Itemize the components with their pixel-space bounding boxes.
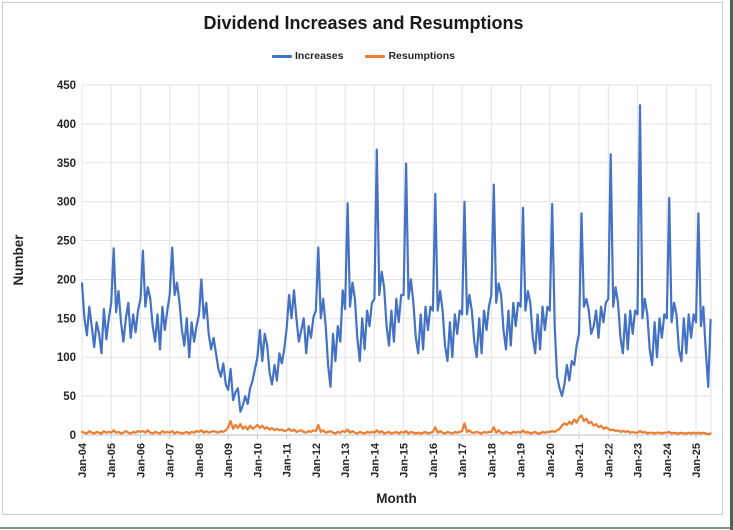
y-axis-title: Number: [11, 234, 26, 286]
chart-title: Dividend Increases and Resumptions: [203, 13, 524, 33]
window-bottom-edge: [0, 527, 733, 529]
window-right-edge: [730, 0, 733, 530]
y-tick-label: 450: [57, 80, 76, 92]
x-tick-label: Jan-20: [545, 443, 557, 478]
x-tick-label: Jan-24: [662, 442, 674, 478]
y-tick-label: 400: [57, 119, 76, 131]
increases-line-swatch-icon: [272, 54, 292, 58]
x-tick-label: Jan-14: [369, 442, 381, 478]
x-tick-label: Jan-25: [691, 443, 703, 478]
y-tick-label: 200: [57, 274, 76, 286]
x-tick-label: Jan-12: [311, 443, 323, 478]
legend-label-increases: Increases: [295, 50, 344, 62]
resumptions-line-swatch-icon: [365, 54, 386, 58]
x-tick-label: Jan-22: [603, 443, 615, 478]
x-tick-label: Jan-13: [340, 443, 352, 478]
x-tick-label: Jan-15: [399, 443, 411, 478]
x-tick-label: Jan-16: [428, 443, 440, 478]
y-tick-label: 250: [57, 236, 76, 248]
x-tick-label: Jan-19: [516, 443, 528, 478]
x-tick-label: Jan-07: [165, 443, 177, 478]
x-tick-label: Jan-21: [574, 443, 586, 478]
x-tick-label: Jan-11: [282, 443, 294, 477]
chart-frame: Dividend Increases and Resumptions Incre…: [2, 2, 723, 515]
x-tick-label: Jan-06: [135, 443, 147, 478]
x-tick-label: Jan-23: [633, 443, 645, 478]
legend-label-resumptions: Resumptions: [388, 50, 455, 62]
legend-item-increases: Increases: [272, 50, 343, 62]
y-tick-label: 100: [57, 352, 76, 364]
chart-legend: Increases Resumptions: [3, 50, 724, 62]
x-axis-title: Month: [376, 491, 416, 506]
x-tick-label: Jan-05: [106, 443, 118, 478]
x-tick-label: Jan-09: [223, 443, 235, 478]
x-tick-label: Jan-08: [194, 443, 206, 478]
line-chart-plot: 0 50 100 150 200 250 300 350 400 450 Jan-04 Jan-05 J…: [11, 80, 712, 506]
x-tick-label: Jan-17: [457, 443, 469, 478]
x-tick-label: Jan-04: [77, 442, 89, 478]
y-tick-label: 150: [57, 313, 76, 325]
x-tick-label: Jan-10: [252, 443, 264, 478]
y-tick-label: 350: [57, 158, 76, 170]
series-line-resumptions: [80, 414, 712, 436]
series-line-increases: [80, 104, 712, 413]
y-tick-label: 0: [70, 430, 76, 442]
legend-item-resumptions: Resumptions: [365, 50, 455, 62]
x-tick-label: Jan-18: [486, 443, 498, 478]
y-tick-label: 50: [63, 391, 76, 403]
y-tick-label: 300: [57, 197, 76, 209]
